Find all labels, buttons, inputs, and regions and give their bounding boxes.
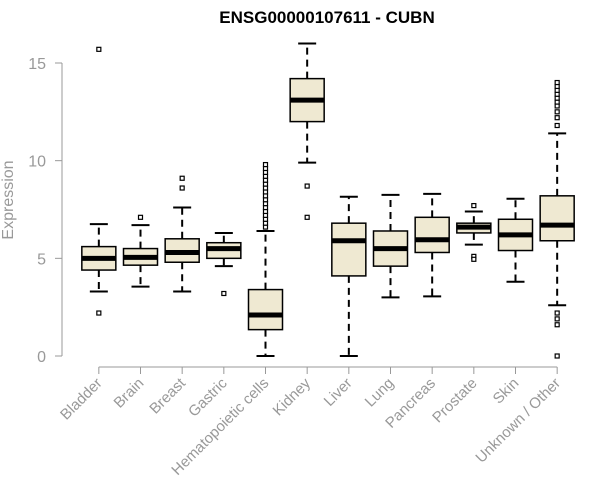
outlier-point <box>554 115 560 121</box>
outlier-point <box>221 290 227 297</box>
boxes-group <box>81 42 575 359</box>
outlier-point <box>304 183 310 189</box>
outlier-point <box>471 202 477 209</box>
outlier-point <box>554 310 560 316</box>
y-axis: 0 5 10 15 <box>28 56 63 366</box>
box-bladder <box>81 46 117 316</box>
x-tick-label: Bladder <box>57 375 106 424</box>
x-tick-label: Kidney <box>270 374 315 419</box>
outlier-point <box>137 214 144 220</box>
x-tick-label: Brain <box>111 375 148 412</box>
y-tick-label: 10 <box>28 154 46 171</box>
box-lung <box>372 193 409 299</box>
box-breast <box>164 175 200 293</box>
box-gastric <box>206 231 242 297</box>
outlier-point <box>554 322 560 328</box>
y-tick-label: 0 <box>37 349 46 366</box>
outlier-point <box>554 79 560 86</box>
y-axis-label: Expression <box>0 160 17 239</box>
y-tick-label: 5 <box>37 251 46 268</box>
box-brain <box>122 214 159 288</box>
box-prostate <box>456 202 492 262</box>
box-hematopoietic-cells <box>247 161 284 357</box>
box-iqr <box>247 288 284 331</box>
box-iqr <box>331 222 367 277</box>
box-kidney <box>289 42 325 220</box>
outlier-point <box>554 316 560 322</box>
x-tick-label: Liver <box>321 375 356 410</box>
x-tick-label: Skin <box>490 375 523 408</box>
outlier-point <box>471 256 477 262</box>
box-pancreas <box>414 192 450 298</box>
outlier-point <box>554 122 560 129</box>
outlier-point <box>554 109 560 115</box>
outlier-point <box>96 46 102 52</box>
outlier-point <box>179 175 185 181</box>
box-iqr <box>539 195 575 242</box>
outlier-point <box>554 353 560 359</box>
box-iqr <box>414 216 450 254</box>
x-tick-label: Lung <box>362 375 398 411</box>
x-tick-label: Breast <box>146 374 189 417</box>
box-liver <box>331 195 367 357</box>
box-unknown-other <box>539 79 575 359</box>
x-tick-label: Prostate <box>429 375 481 427</box>
chart-title: ENSG00000107611 - CUBN <box>219 8 434 27</box>
box-skin <box>497 197 534 283</box>
outlier-point <box>179 185 185 191</box>
outlier-point <box>304 214 310 220</box>
outlier-point <box>96 310 102 316</box>
outlier-point <box>262 161 269 168</box>
y-tick-label: 15 <box>28 56 46 73</box>
